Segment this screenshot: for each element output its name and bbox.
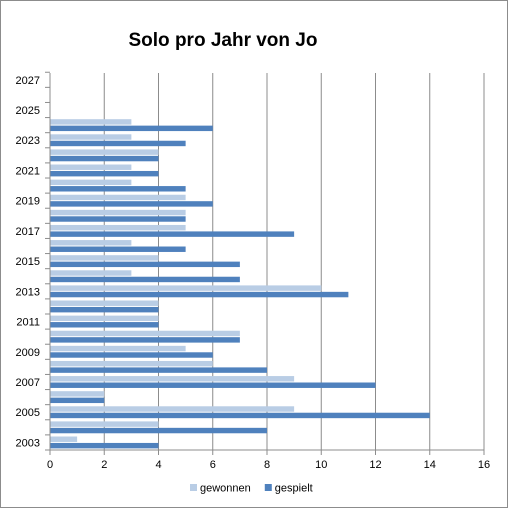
x-tick-label: 16 <box>478 459 490 471</box>
bar-gespielt-2015 <box>50 261 240 268</box>
bar-gewonnen-2006 <box>50 391 105 397</box>
y-tick-label-2019: 2019 <box>16 196 40 208</box>
bar-gespielt-2024 <box>50 125 213 132</box>
bar-gespielt-2009 <box>50 352 213 358</box>
x-tick-label: 0 <box>47 459 53 471</box>
y-tick-label-2025: 2025 <box>16 105 40 117</box>
bar-gewonnen-2003 <box>50 436 78 442</box>
y-tick-label-2005: 2005 <box>16 407 40 419</box>
y-tick-label-2007: 2007 <box>16 377 40 389</box>
bars <box>50 119 430 449</box>
bar-gespielt-2006 <box>50 397 105 404</box>
bar-gespielt-2008 <box>50 367 267 373</box>
tick-labels: 0 2 4 6 8 10 12 14 16 2003 2005 2007 2009 2011 2013 201… <box>16 75 491 471</box>
y-tick-label-2023: 2023 <box>16 135 40 147</box>
bar-gespielt-2003 <box>50 442 159 449</box>
y-tick-label-2021: 2021 <box>16 165 40 177</box>
axes <box>45 71 485 455</box>
bar-gewonnen-2022 <box>50 149 159 155</box>
legend-swatch-gespielt <box>264 484 272 491</box>
bar-gewonnen-2015 <box>50 255 159 261</box>
legend-label-gespielt: gespielt <box>275 483 313 495</box>
bar-gewonnen-2005 <box>50 406 295 412</box>
x-tick-label: 12 <box>369 459 381 471</box>
x-tick-label: 14 <box>424 459 436 471</box>
y-tick-label-2017: 2017 <box>16 226 40 238</box>
bar-gewonnen-2017 <box>50 224 186 231</box>
bar-gewonnen-2007 <box>50 376 295 382</box>
bar-gewonnen-2014 <box>50 270 132 276</box>
y-tick-label-2015: 2015 <box>16 256 40 268</box>
bar-gespielt-2007 <box>50 382 376 388</box>
bar-gespielt-2011 <box>50 322 159 328</box>
bar-gewonnen-2021 <box>50 164 132 170</box>
bar-gewonnen-2024 <box>50 119 132 125</box>
legend-label-gewonnen: gewonnen <box>200 483 251 495</box>
y-tick-label-2013: 2013 <box>16 286 40 298</box>
bar-gespielt-2010 <box>50 337 240 343</box>
bar-gewonnen-2020 <box>50 179 132 186</box>
bar-gewonnen-2023 <box>50 134 132 140</box>
bar-gespielt-2021 <box>50 170 159 177</box>
bar-gespielt-2022 <box>50 155 159 162</box>
x-tick-label: 4 <box>155 459 161 471</box>
bar-gewonnen-2018 <box>50 209 186 216</box>
bar-gewonnen-2019 <box>50 194 186 201</box>
bar-gewonnen-2011 <box>50 315 159 322</box>
bar-gewonnen-2010 <box>50 330 240 337</box>
chart-title: Solo pro Jahr von Jo <box>128 30 318 51</box>
bar-gewonnen-2004 <box>50 421 159 427</box>
y-tick-label-2027: 2027 <box>16 75 40 87</box>
bar-gespielt-2023 <box>50 140 186 147</box>
bar-gespielt-2012 <box>50 306 159 313</box>
bar-gespielt-2020 <box>50 186 186 192</box>
legend: gewonnen gespielt <box>190 483 313 495</box>
bar-gespielt-2016 <box>50 246 186 252</box>
y-tick-label-2003: 2003 <box>16 437 40 449</box>
bar-gewonnen-2012 <box>50 300 159 306</box>
bar-gewonnen-2013 <box>50 285 322 291</box>
x-tick-label: 10 <box>315 459 327 471</box>
bar-gewonnen-2016 <box>50 240 132 246</box>
x-tick-label: 8 <box>264 459 270 471</box>
legend-swatch-gewonnen <box>190 484 197 491</box>
bar-gespielt-2005 <box>50 412 430 419</box>
bar-gespielt-2018 <box>50 216 186 222</box>
y-tick-label-2011: 2011 <box>16 317 40 329</box>
y-tick-label-2009: 2009 <box>16 347 40 359</box>
bar-gewonnen-2009 <box>50 345 186 352</box>
bar-gespielt-2013 <box>50 291 349 298</box>
bar-gespielt-2014 <box>50 276 240 283</box>
bar-gespielt-2017 <box>50 231 295 237</box>
x-tick-label: 2 <box>101 459 107 471</box>
bar-gewonnen-2008 <box>50 360 213 367</box>
bar-gespielt-2019 <box>50 201 213 207</box>
x-tick-label: 6 <box>210 459 216 471</box>
bar-gespielt-2004 <box>50 427 267 434</box>
